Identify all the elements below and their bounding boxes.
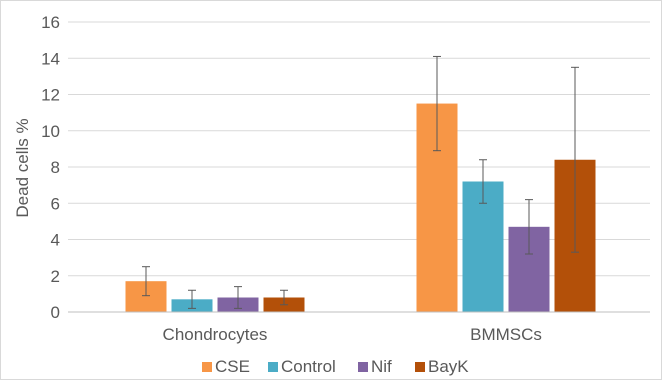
legend-item-bayk: BayK — [415, 357, 469, 376]
y-tick-label: 16 — [41, 13, 60, 32]
category-labels: Chondrocytes BMMSCs — [163, 325, 542, 344]
legend-item-cse: CSE — [202, 357, 250, 376]
legend-label: Control — [281, 357, 336, 376]
y-tick-label: 4 — [51, 231, 60, 250]
legend-swatch — [202, 362, 212, 372]
y-tick-label: 2 — [51, 267, 60, 286]
y-tick-label: 6 — [51, 194, 60, 213]
legend-item-nif: Nif — [358, 357, 392, 376]
legend: CSE Control Nif BayK — [202, 357, 469, 376]
legend-label: CSE — [215, 357, 250, 376]
category-label: Chondrocytes — [163, 325, 268, 344]
y-tick-label: 10 — [41, 122, 60, 141]
legend-swatch — [268, 362, 278, 372]
y-tick-label: 12 — [41, 86, 60, 105]
legend-item-control: Control — [268, 357, 336, 376]
gridlines — [68, 21, 650, 277]
y-tick-label: 0 — [51, 303, 60, 322]
y-axis-ticks: 0 2 4 6 8 10 12 14 16 — [41, 13, 60, 322]
legend-swatch — [415, 362, 425, 372]
legend-label: Nif — [371, 357, 392, 376]
legend-swatch — [358, 362, 368, 372]
y-tick-label: 8 — [51, 158, 60, 177]
y-tick-label: 14 — [41, 49, 60, 68]
bars — [125, 103, 596, 312]
y-axis-title: Dead cells % — [13, 118, 32, 217]
error-bars — [142, 55, 579, 309]
category-label: BMMSCs — [470, 325, 542, 344]
legend-label: BayK — [428, 357, 469, 376]
